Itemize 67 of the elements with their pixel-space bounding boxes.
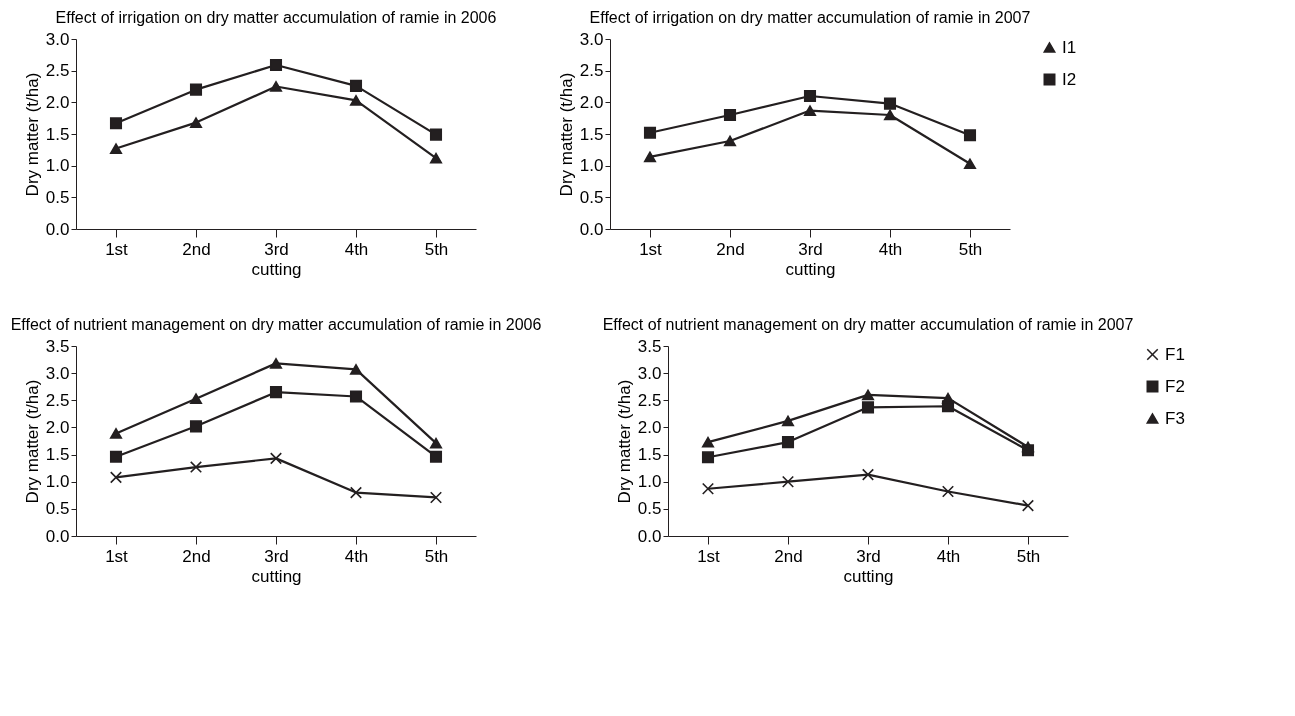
y-tick-label: 0.5	[45, 187, 70, 207]
y-tick-label: 0.0	[45, 219, 70, 239]
x-tick-label: 5th	[1016, 546, 1041, 566]
y-tick-label: 2.0	[579, 92, 604, 112]
y-axis-title: Dry matter (t/ha)	[556, 72, 576, 197]
y-tick-label: 2.5	[45, 390, 70, 410]
x-axis-title: cutting	[251, 259, 302, 279]
x-tick-label: 4th	[936, 546, 961, 566]
y-tick-label: 3.0	[637, 363, 662, 383]
x-tick-label: 4th	[878, 239, 903, 259]
x-tick-label: 3rd	[856, 546, 881, 566]
legend-label: F2	[1165, 376, 1185, 396]
y-tick-label: 0.5	[579, 187, 604, 207]
y-tick-label: 2.0	[637, 417, 662, 437]
x-tick-label: 5th	[424, 239, 449, 259]
x-tick-label: 2nd	[182, 239, 211, 259]
y-tick-label: 3.0	[45, 29, 70, 49]
y-tick-label: 2.0	[45, 417, 70, 437]
y-tick-label: 1.0	[45, 156, 70, 176]
y-tick-label: 2.5	[637, 390, 662, 410]
x-tick-label: 4th	[344, 239, 369, 259]
y-tick-label: 1.5	[637, 445, 662, 465]
y-tick-label: 1.5	[579, 124, 604, 144]
y-tick-label: 1.5	[45, 124, 70, 144]
x-tick-label: 1st	[105, 546, 129, 566]
legend-label: F1	[1165, 344, 1185, 364]
y-tick-label: 3.5	[637, 336, 662, 356]
x-tick-label: 3rd	[798, 239, 823, 259]
chart-title: Effect of irrigation on dry matter accumulation of ramie in 2007	[589, 9, 1031, 26]
y-tick-label: 1.0	[45, 472, 70, 492]
x-tick-label: 1st	[697, 546, 721, 566]
y-tick-label: 0.0	[45, 526, 70, 546]
y-tick-label: 3.5	[45, 336, 70, 356]
x-tick-label: 2nd	[774, 546, 803, 566]
x-tick-label: 3rd	[264, 239, 289, 259]
x-tick-label: 2nd	[182, 546, 211, 566]
x-axis-title: cutting	[251, 566, 302, 586]
y-axis-title: Dry matter (t/ha)	[614, 379, 634, 504]
x-tick-label: 4th	[344, 546, 369, 566]
y-tick-label: 0.0	[579, 219, 604, 239]
y-tick-label: 1.0	[637, 472, 662, 492]
y-tick-label: 1.0	[579, 156, 604, 176]
y-tick-label: 0.0	[637, 526, 662, 546]
legend-label: I2	[1062, 69, 1077, 89]
x-tick-label: 1st	[105, 239, 129, 259]
chart-title: Effect of irrigation on dry matter accumulation of ramie in 2006	[55, 9, 497, 26]
x-tick-label: 5th	[958, 239, 983, 259]
chart-title: Effect of nutrient management on dry matter accumulation of ramie in 2007	[602, 316, 1134, 333]
y-tick-label: 0.5	[45, 499, 70, 519]
x-axis-title: cutting	[843, 566, 894, 586]
x-tick-label: 3rd	[264, 546, 289, 566]
x-tick-label: 1st	[639, 239, 663, 259]
legend-label: I1	[1062, 37, 1077, 57]
y-tick-label: 2.0	[45, 92, 70, 112]
y-tick-label: 3.0	[45, 363, 70, 383]
y-tick-label: 0.5	[637, 499, 662, 519]
x-tick-label: 5th	[424, 546, 449, 566]
chart-title: Effect of nutrient management on dry matter accumulation of ramie in 2006	[10, 316, 542, 333]
y-axis-title: Dry matter (t/ha)	[22, 379, 42, 504]
y-tick-label: 2.5	[579, 61, 604, 81]
y-tick-label: 1.5	[45, 445, 70, 465]
x-axis-title: cutting	[785, 259, 836, 279]
legend-label: F3	[1165, 408, 1185, 428]
x-tick-label: 2nd	[716, 239, 745, 259]
y-tick-label: 3.0	[579, 29, 604, 49]
y-tick-label: 2.5	[45, 61, 70, 81]
y-axis-title: Dry matter (t/ha)	[22, 72, 42, 197]
